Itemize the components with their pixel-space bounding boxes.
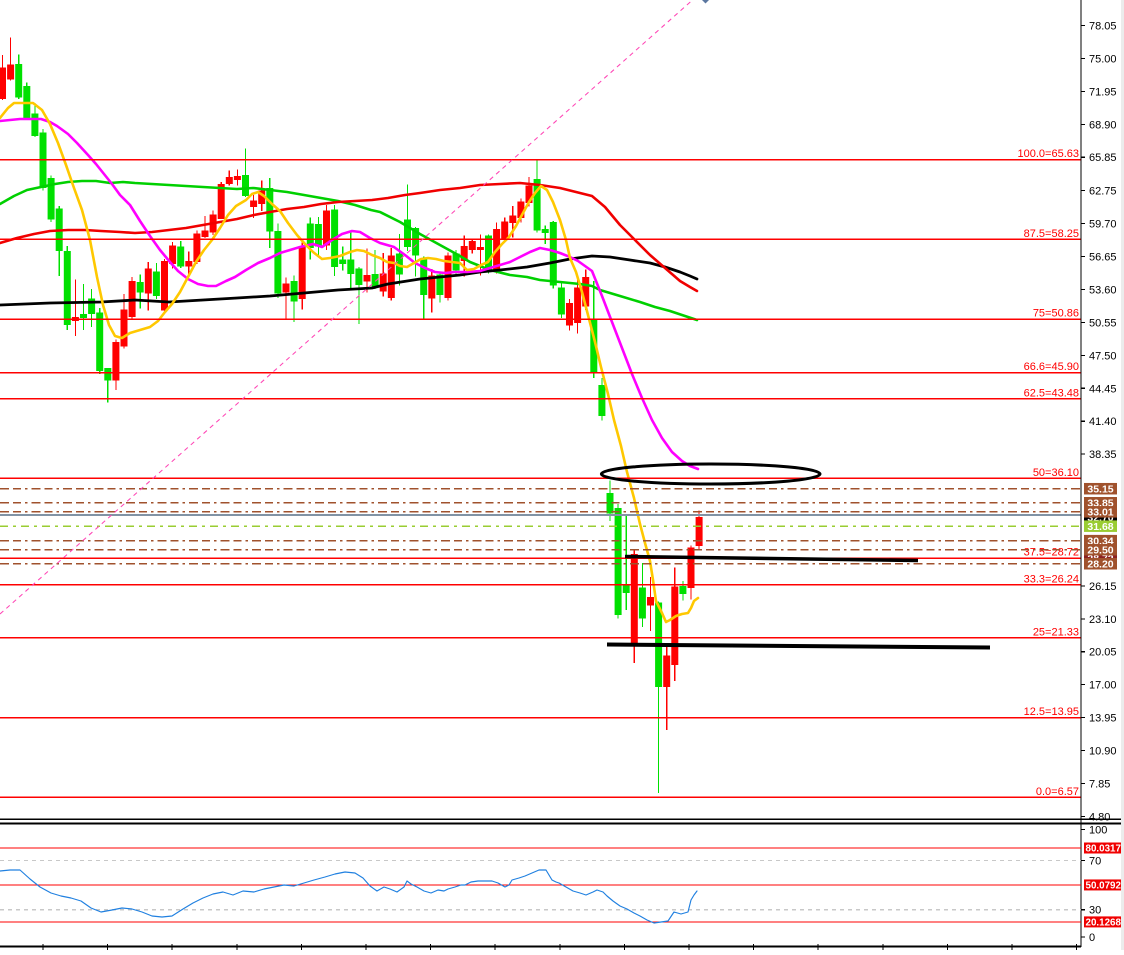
svg-text:50.0792: 50.0792 — [1086, 881, 1122, 892]
svg-text:56.65: 56.65 — [1089, 252, 1117, 264]
svg-text:47.50: 47.50 — [1089, 350, 1117, 362]
svg-text:28.20: 28.20 — [1087, 559, 1113, 571]
svg-text:26.15: 26.15 — [1089, 581, 1117, 593]
svg-text:10.90: 10.90 — [1089, 746, 1117, 758]
svg-text:30: 30 — [1089, 905, 1101, 917]
svg-text:44.45: 44.45 — [1089, 383, 1117, 395]
svg-text:62.5=43.48: 62.5=43.48 — [1024, 387, 1079, 399]
svg-text:75=50.86: 75=50.86 — [1033, 308, 1079, 320]
svg-text:75.00: 75.00 — [1089, 53, 1117, 65]
svg-text:53.60: 53.60 — [1089, 285, 1117, 297]
svg-text:59.70: 59.70 — [1089, 219, 1117, 231]
svg-text:37.5=28.72: 37.5=28.72 — [1024, 547, 1079, 559]
svg-text:80.0317: 80.0317 — [1086, 844, 1122, 855]
svg-text:12.5=13.95: 12.5=13.95 — [1024, 706, 1079, 718]
svg-text:4.80: 4.80 — [1089, 811, 1110, 823]
svg-text:33.01: 33.01 — [1087, 507, 1113, 519]
svg-text:23.10: 23.10 — [1089, 614, 1117, 626]
svg-text:66.6=45.90: 66.6=45.90 — [1024, 361, 1079, 373]
svg-text:20.1268: 20.1268 — [1086, 918, 1122, 929]
svg-text:13.95: 13.95 — [1089, 713, 1117, 725]
svg-text:71.95: 71.95 — [1089, 86, 1117, 98]
svg-text:62.75: 62.75 — [1089, 186, 1117, 198]
svg-text:29.50: 29.50 — [1087, 545, 1113, 557]
svg-text:25=21.33: 25=21.33 — [1033, 626, 1079, 638]
svg-text:33.3=26.24: 33.3=26.24 — [1024, 573, 1079, 585]
svg-text:50.55: 50.55 — [1089, 317, 1117, 329]
svg-text:41.40: 41.40 — [1089, 416, 1117, 428]
svg-text:0: 0 — [1089, 932, 1095, 944]
svg-text:50=36.10: 50=36.10 — [1033, 467, 1079, 479]
svg-text:100.0=65.63: 100.0=65.63 — [1018, 148, 1079, 160]
svg-text:7.85: 7.85 — [1089, 778, 1110, 790]
svg-text:100: 100 — [1089, 824, 1107, 836]
svg-text:70: 70 — [1089, 855, 1101, 867]
svg-text:0.0=6.57: 0.0=6.57 — [1036, 786, 1079, 798]
svg-text:65.85: 65.85 — [1089, 152, 1117, 164]
svg-text:38.35: 38.35 — [1089, 449, 1117, 461]
svg-text:31.68: 31.68 — [1087, 521, 1113, 533]
svg-text:68.90: 68.90 — [1089, 119, 1117, 131]
svg-text:87.5=58.25: 87.5=58.25 — [1024, 228, 1079, 240]
svg-text:17.00: 17.00 — [1089, 680, 1117, 692]
svg-text:78.05: 78.05 — [1089, 21, 1117, 33]
svg-text:35.15: 35.15 — [1087, 484, 1113, 496]
svg-text:20.05: 20.05 — [1089, 647, 1117, 659]
